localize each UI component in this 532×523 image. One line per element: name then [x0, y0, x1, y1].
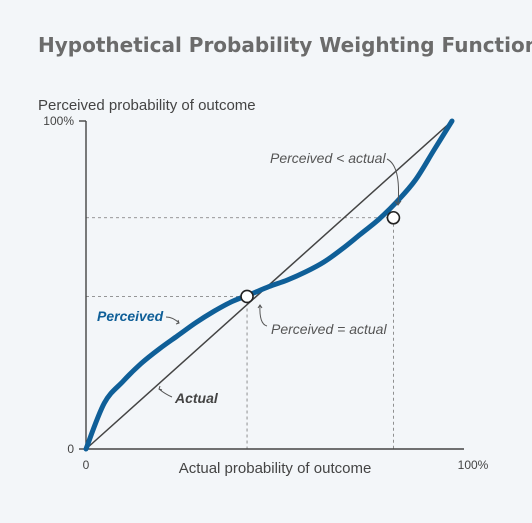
guide-lines — [86, 217, 394, 449]
arrow-perceived — [165, 316, 180, 324]
x-tick-label-100: 100% — [458, 458, 489, 472]
chart-title: Hypothetical Probability Weighting Funct… — [38, 33, 532, 57]
annotation-perceived: Perceived — [97, 308, 164, 324]
annotation-actual: Actual — [174, 390, 219, 406]
x-axis-label: Actual probability of outcome — [179, 460, 372, 477]
marker-perceived-less-than-actual — [386, 210, 401, 225]
series-line-perceived — [83, 118, 455, 452]
arrow-equal — [259, 304, 268, 327]
x-tick-label-0: 0 — [83, 458, 90, 472]
annotation-perceived-less-than-actual: Perceived < actual — [270, 150, 386, 166]
arrow-equal-head — [257, 304, 263, 309]
arrow-actual — [158, 388, 173, 398]
arrow-less-head — [394, 200, 402, 206]
y-tick-label-0: 0 — [67, 442, 74, 456]
y-tick-label-100: 100% — [43, 114, 74, 128]
y-axis-label: Perceived probability of outcome — [38, 97, 256, 114]
arrow-less — [386, 158, 399, 205]
arrow-actual-head — [158, 385, 163, 391]
annotation-perceived-equals-actual: Perceived = actual — [271, 321, 387, 337]
arrow-perceived-head — [175, 319, 180, 325]
marker-perceived-equals-actual — [240, 289, 254, 304]
